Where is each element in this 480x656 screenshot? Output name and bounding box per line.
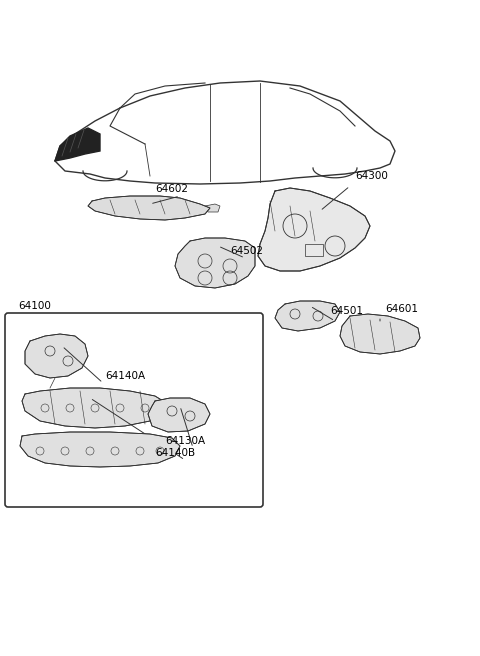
Polygon shape	[88, 196, 210, 220]
Text: 64602: 64602	[155, 184, 188, 194]
Polygon shape	[20, 432, 180, 467]
Text: 64300: 64300	[355, 171, 388, 181]
Text: 64100: 64100	[18, 301, 51, 311]
Polygon shape	[340, 314, 420, 354]
Bar	[305, 244, 323, 256]
Text: 64501: 64501	[330, 306, 363, 316]
Polygon shape	[205, 204, 220, 212]
Polygon shape	[148, 398, 210, 432]
Text: 64601: 64601	[385, 304, 418, 314]
Text: 64140B: 64140B	[155, 448, 195, 458]
Polygon shape	[175, 238, 255, 288]
Polygon shape	[258, 188, 370, 271]
Text: 64130A: 64130A	[165, 436, 205, 446]
Polygon shape	[25, 334, 88, 378]
Polygon shape	[22, 388, 168, 428]
Polygon shape	[55, 128, 100, 161]
Text: 64140A: 64140A	[105, 371, 145, 381]
Polygon shape	[275, 301, 340, 331]
Text: 64502: 64502	[230, 246, 263, 256]
